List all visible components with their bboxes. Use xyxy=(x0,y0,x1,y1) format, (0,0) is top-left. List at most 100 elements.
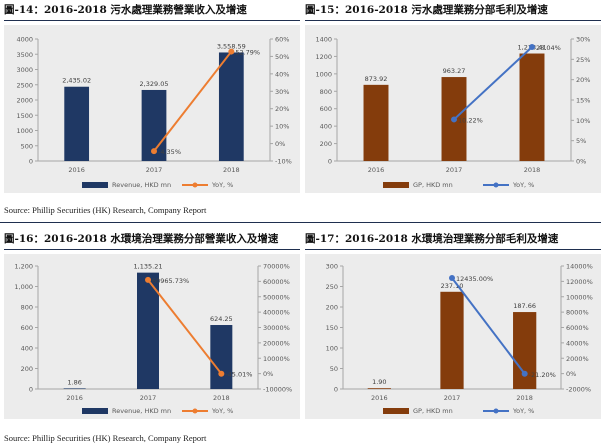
left-axis-tick-label: 600 xyxy=(320,105,332,113)
title-rule xyxy=(4,249,300,250)
legend-bar-label: Revenue, HKD mn xyxy=(112,407,171,415)
left-axis-tick-label: 400 xyxy=(21,345,33,353)
left-axis-tick-label: 300 xyxy=(326,263,338,271)
bar-value-label: 1.90 xyxy=(372,378,386,386)
yoy-point xyxy=(218,370,225,377)
bar xyxy=(210,325,233,389)
right-axis-tick-label: 30% xyxy=(576,36,590,44)
x-axis-tick-label: 2016 xyxy=(371,394,388,402)
legend-bar-swatch xyxy=(82,408,108,414)
x-axis-tick-label: 2017 xyxy=(146,166,163,174)
right-axis-tick-label: 20% xyxy=(275,105,289,113)
chart-title: 圖-14：2016-2018 污水處理業務營業收入及增速 xyxy=(4,4,247,16)
chart-area: 0 200 400 600 800 1,000 1,200 -10000% 0% 10000% 20… xyxy=(4,254,300,419)
bar xyxy=(519,53,545,161)
right-axis-tick-label: 20000% xyxy=(263,339,290,347)
yoy-value-label: 10.22% xyxy=(458,116,483,124)
left-axis-tick-label: 1,000 xyxy=(14,283,33,291)
title-rule xyxy=(4,20,300,21)
left-axis-tick-label: 600 xyxy=(21,324,33,332)
right-axis-tick-label: 10000% xyxy=(566,293,593,301)
right-axis-tick-label: 40000% xyxy=(263,309,290,317)
yoy-value-label: 28.04% xyxy=(536,44,561,52)
yoy-line xyxy=(147,279,223,375)
right-axis-tick-label: 4000% xyxy=(566,339,589,347)
x-axis-tick-label: 2018 xyxy=(213,394,230,402)
legend-line-label: YoY, % xyxy=(512,407,534,415)
bar xyxy=(367,388,391,389)
yoy-value-label: 12435.00% xyxy=(456,275,493,283)
yoy-value-label: -4.35% xyxy=(158,148,181,156)
bar xyxy=(64,86,90,161)
left-axis-tick-label: 500 xyxy=(21,142,33,150)
bar-value-label: 2,435.02 xyxy=(62,77,91,85)
left-axis-tick-label: 4000 xyxy=(16,36,33,44)
legend-bar-label: Revenue, HKD mn xyxy=(112,181,171,189)
yoy-value-label: 60965.73% xyxy=(152,277,189,285)
left-axis-tick-label: 1,200 xyxy=(14,263,33,271)
left-axis-tick-label: 50 xyxy=(330,365,338,373)
bar-value-label: 1,135.21 xyxy=(134,263,163,271)
chart-panel-14: 圖-14：2016-2018 污水處理業務營業收入及增速 0 500 1000 150… xyxy=(4,3,300,203)
right-axis-tick-label: 70000% xyxy=(263,263,290,271)
left-axis-tick-label: 1500 xyxy=(16,112,33,120)
right-axis-tick-label: -10% xyxy=(275,158,292,166)
right-axis-tick-label: 10% xyxy=(275,123,289,131)
left-axis-tick-label: 2000 xyxy=(16,97,33,105)
bar-value-label: 187.66 xyxy=(513,302,536,310)
right-axis-tick-label: 30000% xyxy=(263,324,290,332)
legend-line-label: YoY, % xyxy=(211,181,233,189)
bar xyxy=(63,388,86,389)
yoy-point xyxy=(451,116,457,123)
left-axis-tick-label: 150 xyxy=(326,324,338,332)
chart-title: 圖-17：2016-2018 水環境治理業務分部毛利及增速 xyxy=(305,233,559,245)
chart-panel-17: 圖-17：2016-2018 水環境治理業務分部毛利及增速 0 50 100 150 2… xyxy=(305,232,601,427)
yoy-point xyxy=(529,43,535,50)
chart-panel-16: 圖-16：2016-2018 水環境治理業務分部營業收入及增速 0 200 400 6… xyxy=(4,232,300,427)
legend-bar-label: GP, HKD mn xyxy=(413,407,453,415)
right-axis-tick-label: 40% xyxy=(275,70,289,78)
right-axis-tick-label: -10000% xyxy=(263,386,292,394)
yoy-line xyxy=(451,277,526,375)
legend-line-marker xyxy=(192,182,198,188)
legend-bar-swatch xyxy=(82,182,108,188)
right-axis-tick-label: 20% xyxy=(576,76,590,84)
legend-line-marker xyxy=(192,408,198,414)
x-axis-tick-label: 2018 xyxy=(223,166,240,174)
left-axis-tick-label: 1000 xyxy=(315,70,332,78)
chart-area: 0 200 400 600 800 1000 1200 1400 0% 5% 10% 15% 20% 25… xyxy=(305,25,601,193)
right-axis-tick-label: 0% xyxy=(576,158,586,166)
bar-value-label: 873.92 xyxy=(365,75,388,83)
left-axis-tick-label: 0 xyxy=(334,386,338,394)
x-axis-tick-label: 2017 xyxy=(140,394,157,402)
bar-value-label: 1.86 xyxy=(67,378,81,386)
chart-title: 圖-16：2016-2018 水環境治理業務分部營業收入及增速 xyxy=(4,233,279,245)
right-axis-tick-label: 0% xyxy=(566,370,576,378)
left-axis-tick-label: 1000 xyxy=(16,127,33,135)
right-axis-tick-label: 12000% xyxy=(566,278,593,286)
chart-area: 0 500 1000 1500 2000 2500 3000 3500 4000 -10% 0% 10… xyxy=(4,25,300,193)
x-axis-tick-label: 2016 xyxy=(66,394,83,402)
source-note: Source: Phillip Securities (HK) Research… xyxy=(4,433,207,443)
left-axis-tick-label: 800 xyxy=(320,88,332,96)
left-axis-tick-label: 2500 xyxy=(16,81,33,89)
right-axis-tick-label: 50000% xyxy=(263,293,290,301)
right-axis-tick-label: 25% xyxy=(576,56,590,64)
bar-value-label: 963.27 xyxy=(443,67,466,75)
x-axis-tick-label: 2016 xyxy=(368,166,385,174)
left-axis-tick-label: 250 xyxy=(326,283,338,291)
title-rule xyxy=(305,249,601,250)
right-axis-tick-label: 6000% xyxy=(566,324,589,332)
right-axis-tick-label: 15% xyxy=(576,97,590,105)
yoy-value-label: -21.20% xyxy=(529,371,556,379)
yoy-line xyxy=(453,46,533,121)
x-axis-tick-label: 2018 xyxy=(524,166,541,174)
yoy-point xyxy=(228,48,235,55)
right-axis-tick-label: 10000% xyxy=(263,355,290,363)
left-axis-tick-label: 1400 xyxy=(315,36,332,44)
source-note: Source: Phillip Securities (HK) Research… xyxy=(4,205,207,215)
legend-line-label: YoY, % xyxy=(512,181,534,189)
right-axis-tick-label: -2000% xyxy=(566,386,591,394)
combo-chart-17: 0 50 100 150 200 250 300 -2000% 0% 2000% 4000% 6000… xyxy=(326,263,593,416)
legend-bar-swatch xyxy=(383,408,409,414)
